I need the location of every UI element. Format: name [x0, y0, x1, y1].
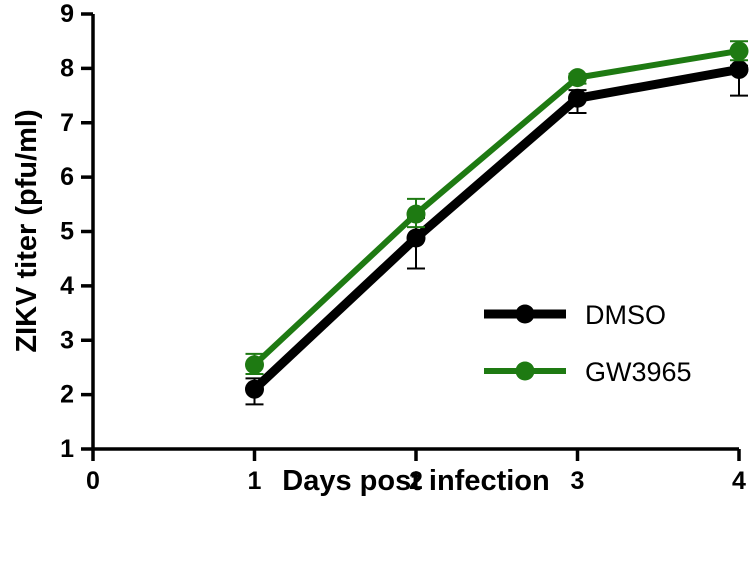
x-tick-label: 3: [571, 467, 585, 495]
data-point: [568, 68, 587, 88]
y-tick-label: 7: [60, 109, 74, 137]
legend-marker-gw3965: [515, 361, 535, 381]
y-axis-title: ZIKV titer (pfu/ml): [11, 109, 43, 352]
x-tick-label: 4: [732, 467, 746, 495]
y-tick-label: 6: [60, 163, 74, 191]
y-tick-label: 5: [60, 218, 74, 246]
y-tick-label: 3: [60, 326, 74, 354]
legend-marker-dmso: [515, 304, 535, 324]
data-point: [568, 88, 587, 108]
series-dmso: [245, 59, 749, 406]
y-tick-label: 4: [60, 272, 74, 300]
series-line: [251, 65, 740, 393]
y-tick-label: 2: [60, 381, 74, 409]
data-point: [245, 355, 264, 375]
legend-item-gw3965: GW3965: [484, 357, 692, 387]
series-line: [252, 48, 740, 367]
y-tick-label: 9: [60, 0, 74, 28]
x-axis-title: Days post infection: [282, 465, 550, 497]
data-point: [406, 204, 426, 224]
y-tick-label: 8: [60, 54, 74, 82]
x-tick-label: 1: [248, 467, 262, 495]
y-ticks: 1 2 3 4 5 6 7 8 9: [60, 0, 93, 463]
data-point: [729, 59, 749, 79]
x-ticks: 0 1 2 3 4: [86, 449, 746, 495]
y-tick-label: 1: [60, 435, 74, 463]
legend-item-dmso: DMSO: [484, 300, 666, 330]
legend-label-dmso: DMSO: [585, 300, 666, 330]
x-tick-label: 2: [409, 467, 423, 495]
data-point: [729, 41, 749, 61]
data-point: [245, 379, 264, 399]
x-tick-label: 0: [86, 467, 100, 495]
legend-label-gw3965: GW3965: [585, 357, 692, 387]
series-gw3965: [245, 40, 749, 375]
data-point: [406, 228, 426, 248]
legend: DMSO GW3965: [484, 300, 692, 387]
series-layer: [245, 40, 749, 406]
